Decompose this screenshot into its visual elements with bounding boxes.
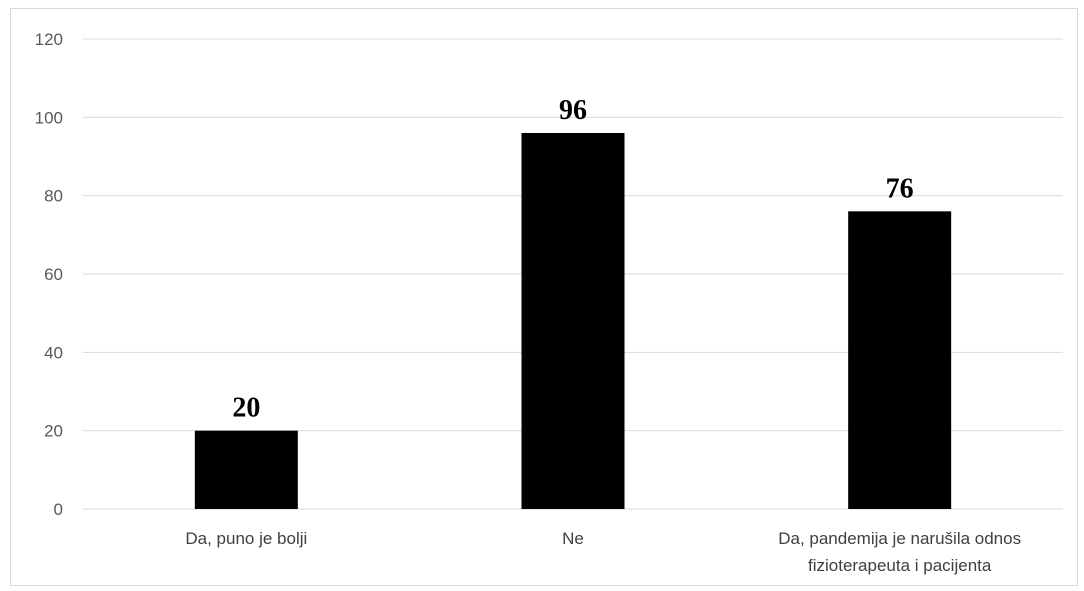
bar <box>194 430 298 509</box>
y-tick-label: 80 <box>44 187 63 206</box>
x-category-label-line: Ne <box>562 529 584 548</box>
y-tick-label: 40 <box>44 343 63 362</box>
chart-frame: 0 20 40 60 80 100 120 20 96 76 Da, puno je bolji… <box>10 8 1078 586</box>
bar <box>521 133 625 509</box>
y-axis-ticks: 0 20 40 60 80 100 120 <box>35 30 63 519</box>
y-tick-label: 0 <box>54 500 63 519</box>
y-tick-label: 120 <box>35 30 63 49</box>
x-category-label: Da, pandemija je narušila odnos fiziotera… <box>778 529 1021 575</box>
y-tick-label: 60 <box>44 265 63 284</box>
bar <box>848 211 952 510</box>
data-label: 76 <box>886 173 914 204</box>
bars <box>194 133 952 510</box>
data-label: 20 <box>232 393 260 424</box>
data-labels: 20 96 76 <box>232 95 913 424</box>
y-tick-label: 100 <box>35 108 63 127</box>
x-category-label-line: fizioterapeuta i pacijenta <box>808 556 992 575</box>
x-axis-categories: Da, puno je bolji Ne Da, pandemija je naru… <box>185 529 1021 575</box>
data-label: 96 <box>559 95 587 126</box>
x-category-label: Ne <box>562 529 584 548</box>
y-tick-label: 20 <box>44 422 63 441</box>
x-category-label-line: Da, pandemija je narušila odnos <box>778 529 1021 548</box>
bar-chart: 0 20 40 60 80 100 120 20 96 76 Da, puno je bolji… <box>35 30 1063 575</box>
x-category-label-line: Da, puno je bolji <box>185 529 307 548</box>
x-category-label: Da, puno je bolji <box>185 529 307 548</box>
